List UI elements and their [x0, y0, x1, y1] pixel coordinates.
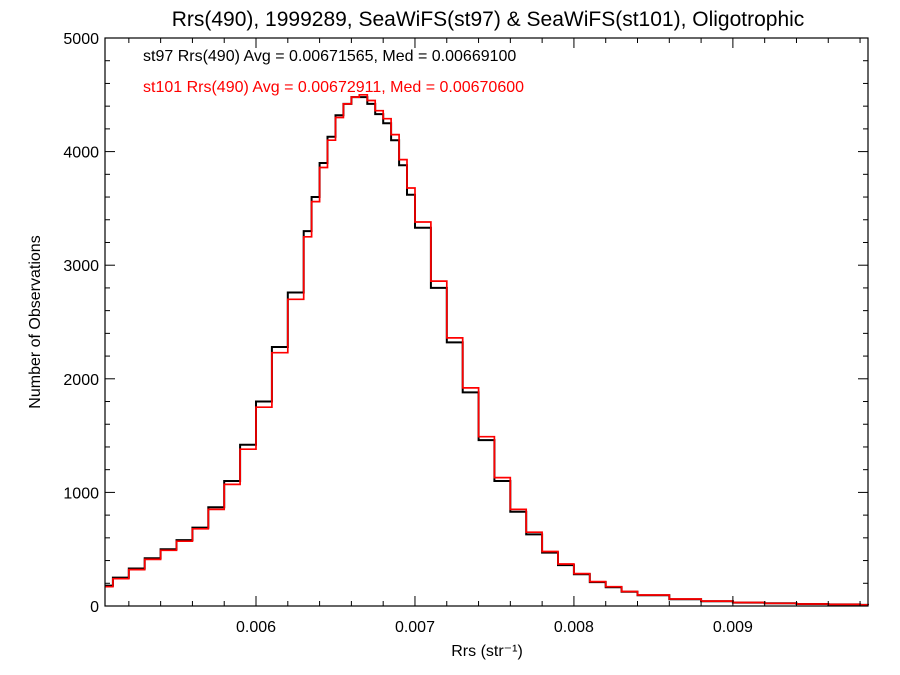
- series-layer: [105, 93, 869, 606]
- annotation-st97: st97 Rrs(490) Avg = 0.00671565, Med = 0.…: [143, 48, 516, 65]
- x-tick-label: 0.008: [554, 619, 594, 636]
- y-tick-label: 4000: [63, 145, 99, 162]
- x-tick-label: 0.009: [713, 619, 753, 636]
- x-tick-label: 0.006: [236, 619, 276, 636]
- y-tick-label: 0: [90, 599, 99, 616]
- y-axis-label: Number of Observations: [27, 235, 44, 408]
- ticks-layer: 0.006 0.007 0.008 0.009 0 1000 2000 3000 4000 500…: [63, 31, 868, 636]
- series-line-1: [105, 93, 869, 606]
- series-line-0: [105, 96, 869, 606]
- chart-title: Rrs(490), 1999289, SeaWiFS(st97) & SeaWi…: [172, 8, 805, 31]
- y-tick-label: 5000: [63, 31, 99, 48]
- y-tick-label: 2000: [63, 372, 99, 389]
- x-axis-label: Rrs (str⁻¹): [451, 643, 523, 660]
- y-tick-label: 1000: [63, 485, 99, 502]
- y-tick-label: 3000: [63, 258, 99, 275]
- annotation-st101: st101 Rrs(490) Avg = 0.00672911, Med = 0…: [143, 79, 524, 96]
- plot-frame: [104, 37, 869, 607]
- x-tick-label: 0.007: [395, 619, 435, 636]
